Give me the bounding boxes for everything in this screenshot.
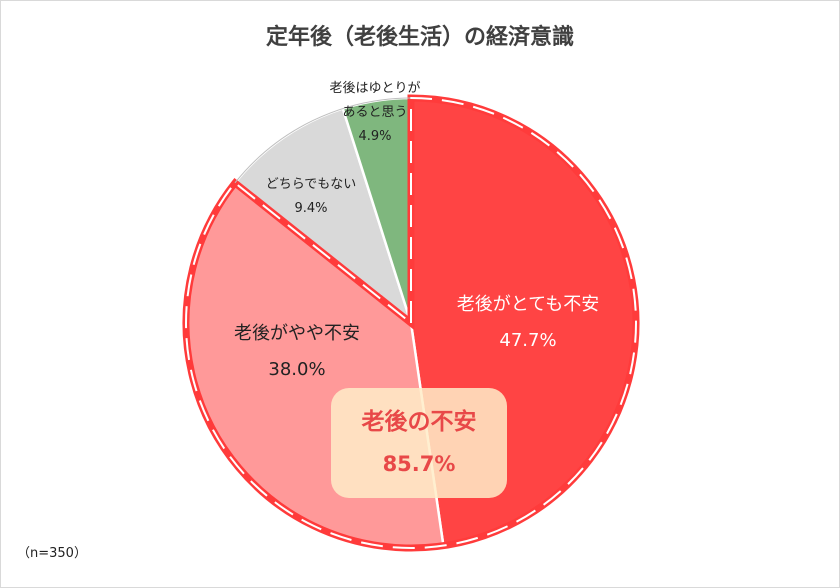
chart-title: 定年後（老後生活）の経済意識 <box>265 25 574 50</box>
pie-outline <box>234 97 411 184</box>
total-anxiety-callout: 老後の不安 85.7% <box>331 388 507 498</box>
anxiety-group-outline-dashes <box>185 96 637 549</box>
slice-label-yutori: 老後はゆとりが あると思う 4.9% <box>329 81 421 144</box>
sample-size-note: （n=350） <box>17 546 87 561</box>
slice-label-somewhat-anxious: 老後がやや不安 38.0% <box>234 323 360 380</box>
slice-label-very-anxious: 老後がとても不安 47.7% <box>456 294 600 351</box>
slice-label-neutral: どちらでもない 9.4% <box>265 177 357 216</box>
